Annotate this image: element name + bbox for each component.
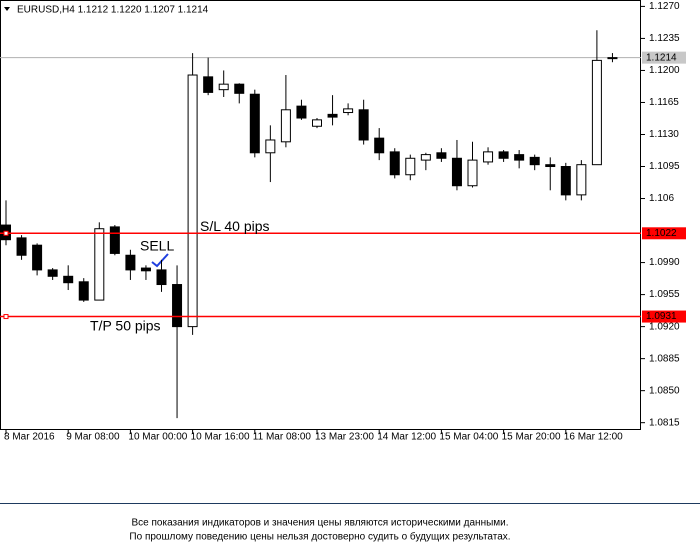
candle-body — [16, 237, 27, 256]
current-price-label: 1.1214 — [646, 52, 677, 63]
candle-body — [436, 152, 447, 159]
x-tick-label: 14 Mar 12:00 — [377, 432, 436, 443]
level-price-box — [642, 310, 686, 323]
candle-body — [280, 109, 291, 143]
candle-body — [451, 157, 462, 187]
y-tick-label: 1.1270 — [649, 1, 680, 12]
level-label: T/P 50 pips — [90, 317, 161, 333]
plot-frame — [0, 0, 641, 430]
candle-body — [560, 166, 571, 196]
menu-arrow — [4, 7, 10, 11]
sell-annotation: SELL — [140, 238, 174, 254]
y-tick-label: 1.1235 — [649, 33, 680, 44]
candle-body — [327, 113, 338, 118]
candle-body — [607, 57, 618, 60]
candle-body — [374, 137, 385, 154]
candle-body — [94, 228, 105, 301]
candle-body — [296, 105, 307, 119]
candle-body — [545, 164, 556, 168]
candle-body — [312, 119, 322, 127]
candle-body — [529, 156, 540, 166]
y-tick-label: 1.1095 — [649, 161, 680, 172]
x-tick-label: 11 Mar 08:00 — [253, 432, 312, 443]
candle-body — [405, 157, 416, 176]
x-tick-label: 15 Mar 04:00 — [439, 432, 498, 443]
y-tick-label: 1.106 — [649, 193, 674, 204]
y-tick-label: 1.0885 — [649, 353, 680, 364]
footer-line: Все показания индикаторов и значения цен… — [131, 518, 508, 529]
candle-body — [467, 159, 478, 187]
x-tick-label: 8 Mar 2016 — [4, 432, 55, 443]
candle-body — [514, 154, 525, 161]
candle-body — [265, 139, 276, 154]
y-tick-label: 1.0850 — [649, 385, 680, 396]
level-price-label: 1.1022 — [646, 228, 677, 239]
y-tick-label: 1.1130 — [649, 129, 679, 140]
candle-body — [249, 93, 260, 154]
candle-body — [203, 76, 214, 93]
candle-body — [576, 164, 587, 196]
candle-body — [140, 267, 151, 272]
candle-body — [591, 59, 602, 166]
level-label: S/L 40 pips — [200, 218, 270, 234]
candle-body — [109, 226, 120, 254]
candle-body — [125, 254, 136, 271]
candle-body — [63, 275, 74, 284]
candle-body — [420, 154, 431, 161]
checkmark — [151, 253, 169, 268]
candle-body — [156, 269, 167, 286]
candle-body — [47, 269, 58, 277]
footer-line: По прошлому поведению цены нельзя достов… — [129, 531, 510, 543]
level-price-box — [642, 227, 686, 240]
current-price-box — [642, 51, 686, 64]
x-tick-label: 13 Mar 23:00 — [315, 432, 374, 443]
candle-body — [234, 83, 245, 94]
x-tick-label: 15 Mar 20:00 — [502, 432, 561, 443]
y-tick-label: 1.0955 — [649, 289, 680, 300]
y-tick-label: 1.0815 — [649, 417, 680, 428]
y-tick-label: 1.1200 — [649, 65, 680, 76]
x-tick-label: 9 Mar 08:00 — [66, 432, 120, 443]
candle-body — [343, 108, 354, 114]
x-tick-label: 16 Mar 12:00 — [564, 432, 623, 443]
chart-title: EURUSD,H4 1.1212 1.1220 1.1207 1.1214 — [17, 5, 209, 16]
candle-body — [389, 151, 400, 176]
y-tick-label: 1.1165 — [649, 97, 679, 108]
candle-body — [32, 244, 43, 271]
x-tick-label: 10 Mar 16:00 — [191, 432, 250, 443]
level-marker — [3, 314, 9, 320]
level-marker — [3, 230, 9, 236]
candle-body — [187, 74, 198, 328]
candle-body — [358, 109, 369, 141]
candle-body — [218, 83, 229, 91]
x-tick-label: 10 Mar 00:00 — [128, 432, 187, 443]
y-tick-label: 1.0920 — [649, 321, 680, 332]
candle-body — [78, 281, 89, 301]
candle-body — [498, 151, 509, 159]
candle-body — [483, 151, 494, 163]
candle-body — [172, 284, 183, 328]
level-price-label: 1.0931 — [646, 311, 677, 322]
y-tick-label: 1.0990 — [649, 257, 680, 268]
